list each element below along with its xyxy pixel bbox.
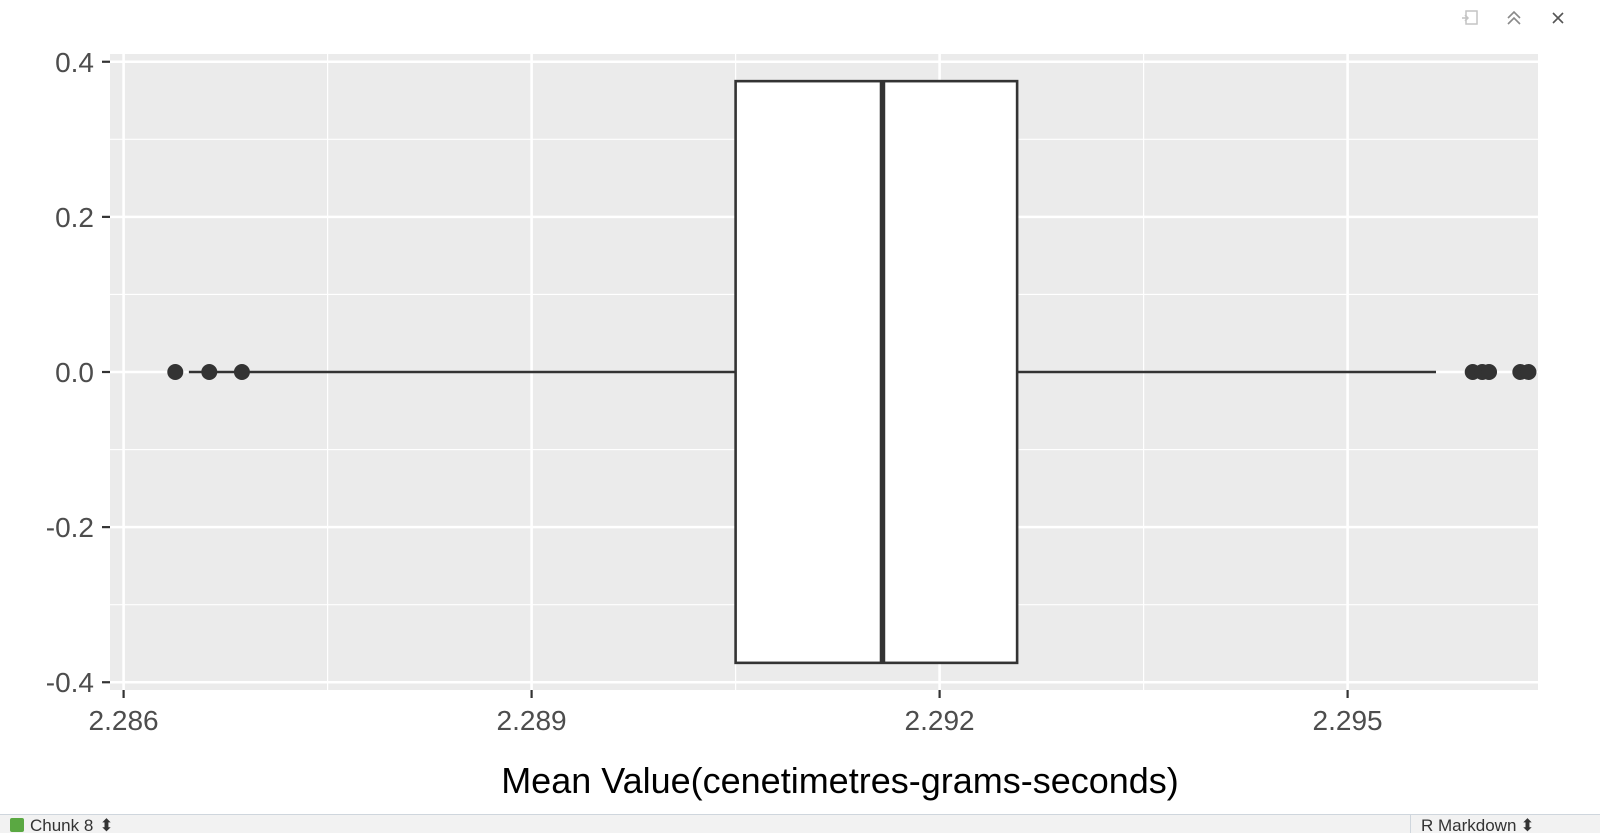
- y-tick-label: -0.2: [46, 512, 94, 543]
- close-icon[interactable]: [1546, 6, 1570, 30]
- document-type-selector[interactable]: R Markdown ⬍: [1410, 815, 1600, 833]
- x-tick-label: 2.289: [497, 705, 567, 736]
- outlier-point: [233, 364, 250, 380]
- y-tick-label: 0.0: [55, 357, 94, 388]
- x-tick-label: 2.286: [89, 705, 159, 736]
- outlier-point: [1520, 364, 1537, 380]
- x-axis-title: Mean Value(cenetimetres-grams-seconds): [501, 760, 1179, 801]
- popout-icon[interactable]: [1458, 6, 1482, 30]
- status-bar: Chunk 8 ⬍ R Markdown ⬍: [0, 814, 1600, 833]
- x-tick-label: 2.292: [905, 705, 975, 736]
- chart-svg: 0.4 0.2 0.0 -0.2 -0.4 2.286 2.289 2.292 2.295 Me…: [46, 47, 1538, 801]
- chunk-navigator[interactable]: Chunk 8 ⬍: [0, 815, 290, 833]
- outlier-point: [201, 364, 218, 380]
- interquartile-box: [734, 79, 1019, 665]
- y-tick-label: 0.2: [55, 202, 94, 233]
- outlier-point: [167, 364, 184, 380]
- chunk-dropdown-icon: ⬍: [99, 816, 114, 833]
- boxplot-chart: 0.4 0.2 0.0 -0.2 -0.4 2.286 2.289 2.292 2.295 Me…: [46, 47, 1538, 801]
- y-tick-label: 0.4: [55, 47, 94, 78]
- outlier-point: [1481, 364, 1498, 380]
- chunk-icon: [10, 818, 24, 832]
- maximize-icon[interactable]: [1502, 6, 1526, 30]
- document-type-dropdown-icon: ⬍: [1520, 816, 1535, 833]
- y-tick-label: -0.4: [46, 667, 94, 698]
- document-type-label: R Markdown: [1421, 816, 1517, 833]
- pane-toolbar: [1400, 0, 1600, 36]
- chunk-label: Chunk 8: [30, 816, 94, 833]
- x-tick-label: 2.295: [1313, 705, 1383, 736]
